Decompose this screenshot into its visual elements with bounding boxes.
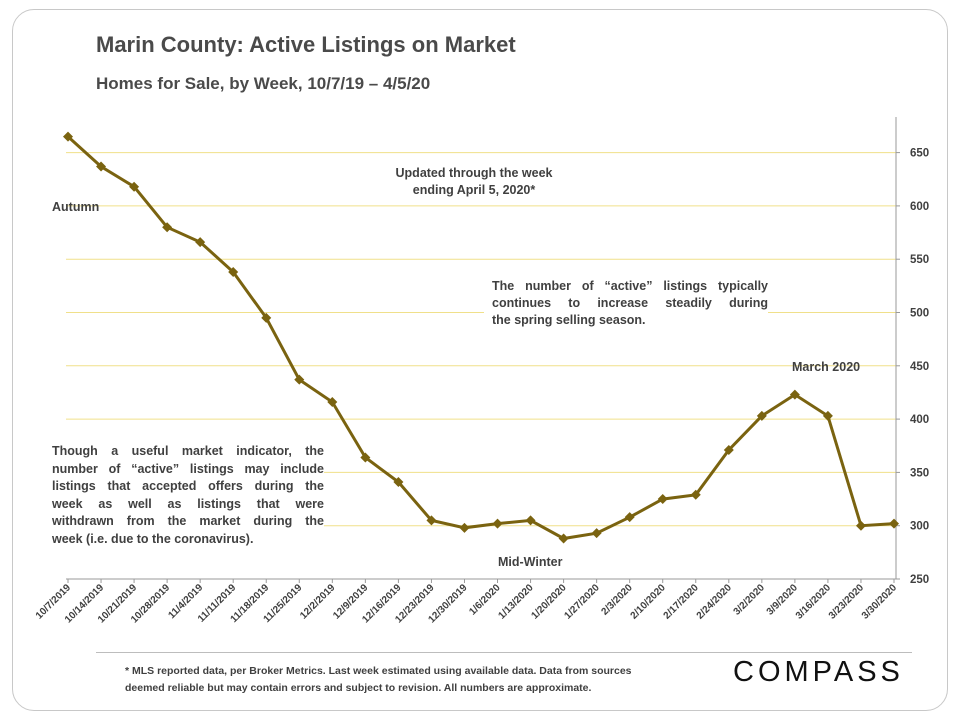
data-point — [96, 161, 107, 172]
y-tick-label: 350 — [910, 467, 929, 479]
x-tick-label: 3/30/2020 — [860, 582, 900, 622]
annotation-note: Though a useful market indicator, the nu… — [52, 443, 324, 548]
data-point — [558, 533, 569, 544]
footnote: * MLS reported data, per Broker Metrics.… — [125, 663, 632, 697]
annotation-note-line3: listings that accepted offers during the — [52, 479, 324, 493]
data-point — [756, 410, 767, 421]
y-tick-label: 500 — [910, 308, 929, 320]
y-tick-label: 250 — [910, 574, 929, 586]
data-point — [195, 237, 206, 248]
y-tick-label: 600 — [910, 201, 929, 213]
x-tick-label: 2/24/2020 — [695, 582, 735, 622]
data-point — [393, 476, 404, 487]
chart-title: Marin County: Active Listings on Market — [96, 32, 516, 57]
data-point — [426, 515, 437, 526]
chart-subtitle: Homes for Sale, by Week, 10/7/19 – 4/5/2… — [96, 74, 431, 93]
y-tick-label: 650 — [910, 148, 929, 160]
y-tick-label: 550 — [910, 254, 929, 266]
data-point — [657, 494, 668, 505]
data-point — [624, 512, 635, 523]
x-tick-label: 3/2/2020 — [732, 582, 768, 618]
annotation-spring-line2: continues to increase steadily during — [492, 296, 768, 310]
y-tick-label: 400 — [910, 414, 929, 426]
annotation-note-line5: withdrawn from the market during the — [52, 514, 324, 528]
footnote-line2: deemed reliable but may contain errors a… — [125, 682, 592, 694]
data-point — [129, 181, 140, 192]
y-tick-label: 450 — [910, 361, 929, 373]
data-point — [360, 452, 371, 463]
series-line — [66, 135, 895, 541]
annotation-march: March 2020 — [792, 360, 861, 374]
data-point — [525, 515, 536, 526]
annotation-midwinter: Mid-Winter — [498, 555, 563, 569]
data-point — [591, 528, 602, 539]
footer-divider — [96, 652, 912, 653]
annotation-updated-line2: ending April 5, 2020* — [412, 183, 536, 197]
data-point — [63, 131, 73, 142]
annotation-autumn: Autumn — [52, 200, 100, 214]
data-point — [789, 389, 800, 400]
data-point — [162, 222, 173, 233]
data-point — [261, 312, 272, 323]
annotation-updated-line1: Updated through the week — [395, 166, 553, 180]
data-point — [822, 410, 833, 421]
x-tick-label: 1/27/2020 — [563, 582, 603, 622]
data-point — [459, 522, 470, 533]
annotation-spring-line1: The number of “active” listings typicall… — [492, 279, 768, 293]
annotation-note-line1: Though a useful market indicator, the — [52, 444, 324, 458]
annotation-spring-line3: the spring selling season. — [492, 313, 646, 327]
data-point — [855, 520, 866, 531]
footnote-line1: * MLS reported data, per Broker Metrics.… — [125, 665, 632, 677]
annotation-note-line4: week as well as listings that were — [52, 496, 324, 511]
data-point — [690, 489, 701, 500]
annotation-note-line2: number of “active” listings may include — [52, 461, 324, 476]
data-point — [327, 397, 338, 408]
data-point — [723, 445, 734, 456]
data-point — [294, 374, 305, 385]
annotation-spring: The number of “active” listings typicall… — [484, 278, 768, 329]
annotation-note-line6: week (i.e. due to the coronavirus). — [52, 531, 254, 546]
data-point — [228, 266, 239, 277]
y-tick-label: 300 — [910, 521, 929, 533]
data-point — [889, 518, 899, 529]
compass-logo: COMPASS — [733, 656, 904, 688]
data-point — [492, 518, 503, 529]
annotation-updated: Updated through the week ending April 5,… — [368, 165, 580, 199]
slide-frame — [12, 9, 948, 711]
